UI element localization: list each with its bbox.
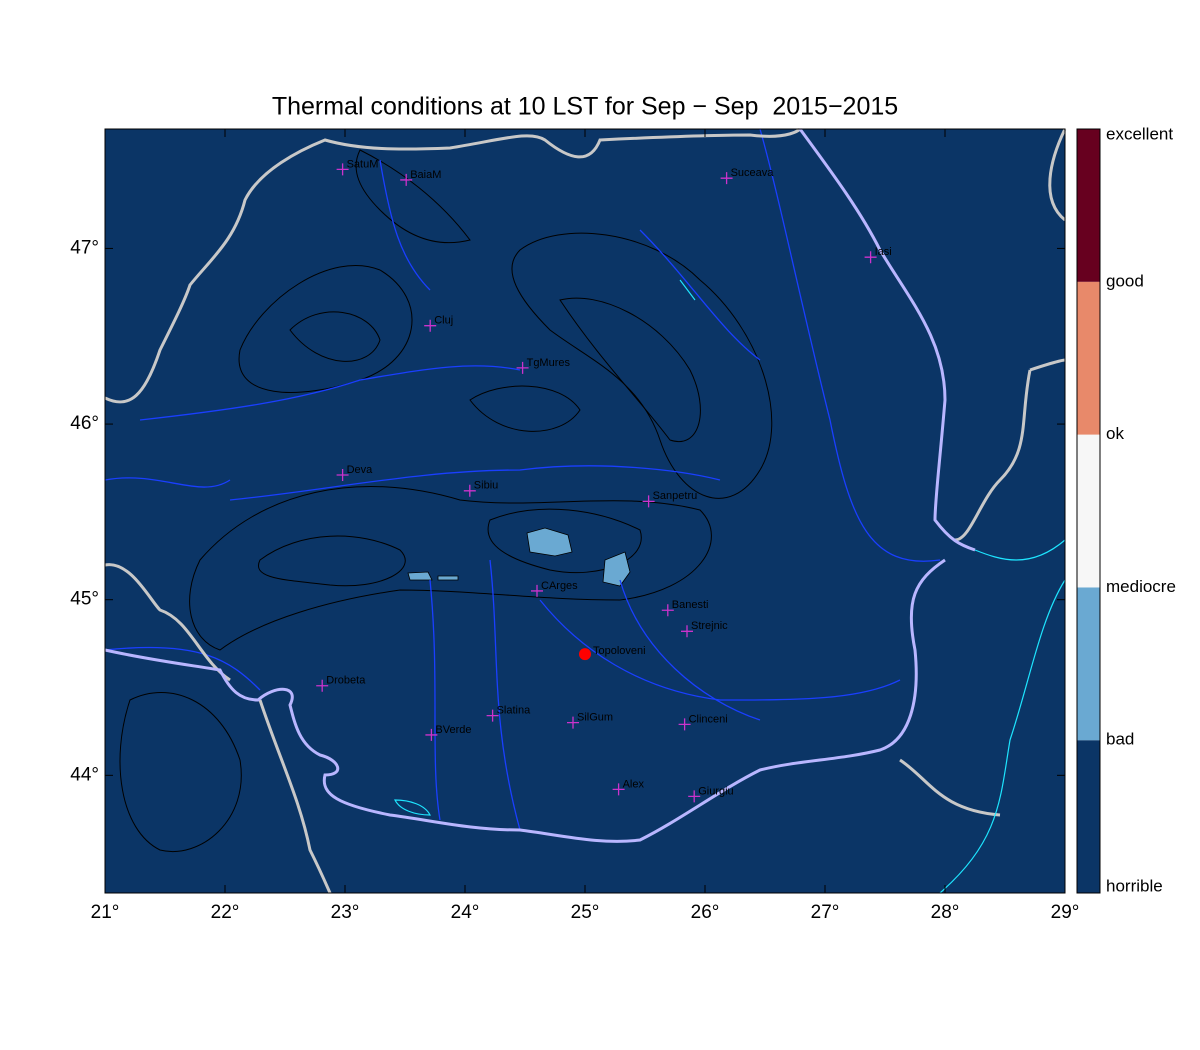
x-tick-label: 29° [1051, 902, 1080, 923]
city-label: Banesti [672, 599, 709, 611]
x-tick-label: 24° [451, 902, 480, 923]
x-tick-label: 26° [691, 902, 720, 923]
colorbar-label: ok [1106, 424, 1124, 443]
y-tick-label: 44° [70, 764, 99, 785]
colorbar-label: horrible [1106, 876, 1163, 895]
city-label: Deva [347, 464, 374, 476]
city-marker [531, 584, 543, 597]
map-background [105, 129, 1065, 893]
city-label: Sanpetru [653, 490, 698, 502]
y-tick-label: 47° [70, 237, 99, 258]
colorbar-label: excellent [1106, 124, 1173, 143]
bad-areas [407, 527, 631, 587]
city-marker [463, 484, 476, 497]
city-label: TgMures [527, 357, 571, 369]
map-layers [104, 127, 1067, 894]
city-label: Alex [623, 778, 645, 790]
city-label: CArges [541, 580, 578, 592]
colorbar-frame [1076, 128, 1101, 894]
city-marker [516, 361, 529, 374]
site-label: Topoloveni [593, 645, 646, 657]
city-marker [400, 173, 413, 186]
city-label: SatuM [347, 158, 379, 170]
city-label: Cluj [434, 315, 453, 327]
y-tick-label: 45° [70, 589, 99, 610]
city-marker [425, 728, 438, 741]
colorbar-label: bad [1106, 730, 1134, 749]
city-marker [316, 679, 329, 692]
colorbar-label: good [1106, 271, 1144, 290]
colorbar-segment [1077, 129, 1100, 282]
city-marker [642, 495, 655, 508]
city-marker [612, 783, 625, 796]
y-tick-label: 46° [70, 413, 99, 434]
colorbar-label: mediocre [1106, 577, 1176, 596]
x-tick-label: 25° [571, 902, 600, 923]
city-label: Sibiu [474, 480, 498, 492]
city-label: Strejnic [691, 620, 728, 632]
city-marker [661, 604, 674, 617]
city-label: Clinceni [689, 713, 728, 725]
site-marker [579, 648, 591, 661]
map-overlay: 21° 22° 23° 24° 25° 26° 27° 28° 29° 44° 45° 46° 47° S… [70, 124, 1176, 923]
city-marker [720, 172, 733, 185]
city-marker [678, 718, 691, 731]
city-marker [424, 319, 437, 332]
terrain-contours [119, 149, 773, 852]
city-marker [486, 709, 499, 722]
colorbar-segment [1077, 434, 1100, 588]
city-label: Giurgiu [698, 785, 733, 797]
coastline [394, 279, 1066, 894]
x-tick-label: 27° [811, 902, 840, 923]
city-marker [567, 716, 579, 729]
map-title: Thermal conditions at 10 LST for Sep − S… [272, 93, 898, 121]
city-label: BaiaM [410, 169, 441, 181]
x-tick-label: 23° [331, 902, 360, 923]
city-label: BVerde [435, 724, 471, 736]
colorbar-segment [1077, 281, 1100, 435]
city-marker [681, 625, 693, 638]
x-tick-label: 28° [931, 902, 960, 923]
city-marker [864, 251, 877, 264]
colorbar-segment [1077, 587, 1100, 741]
rivers [104, 128, 941, 831]
city-marker [336, 468, 349, 481]
city-marker [336, 163, 349, 176]
city-label: SilGum [577, 712, 613, 724]
country-borders [104, 127, 1067, 894]
city-label: Iasi [875, 246, 892, 258]
city-label: Drobeta [326, 675, 366, 687]
city-label: Suceava [731, 167, 775, 179]
city-marker [688, 790, 701, 803]
x-tick-label: 21° [91, 902, 120, 923]
danube-prut [104, 128, 976, 843]
city-label: Slatina [497, 705, 532, 717]
x-tick-label: 22° [211, 902, 240, 923]
colorbar-segment [1077, 740, 1100, 893]
